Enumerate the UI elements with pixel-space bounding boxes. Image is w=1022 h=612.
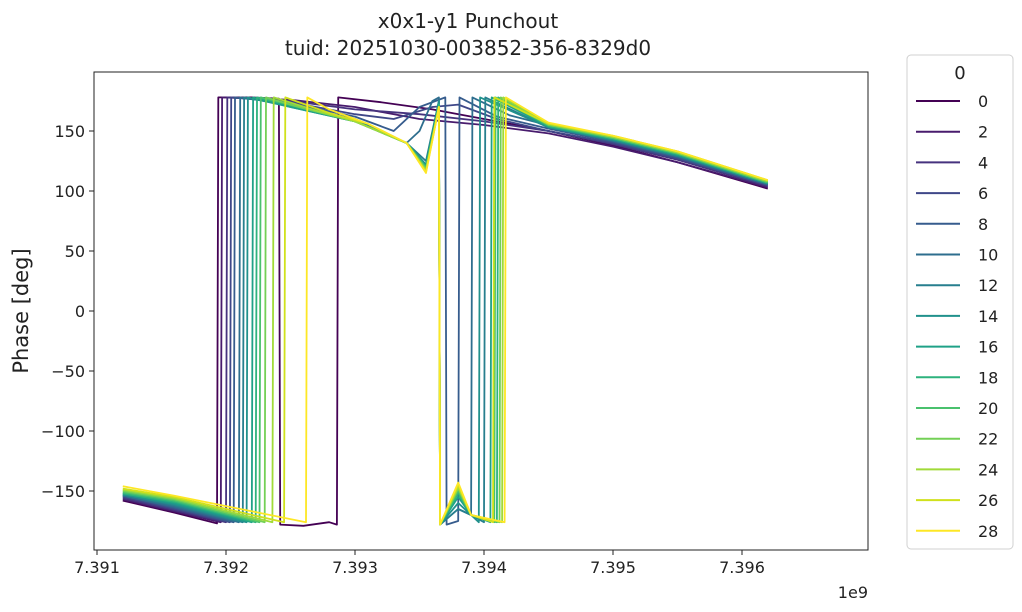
x-tick-label: 7.393 <box>332 558 378 577</box>
y-tick-label: 50 <box>65 242 85 261</box>
legend-entry-26: 26 <box>916 491 998 510</box>
series-line-8 <box>122 96 769 526</box>
legend-label: 6 <box>978 184 988 203</box>
y-tick-label: 0 <box>75 302 85 321</box>
x-tick-label: 7.392 <box>203 558 249 577</box>
legend-entry-24: 24 <box>916 460 998 479</box>
legend-entry-14: 14 <box>916 307 998 326</box>
legend-label: 12 <box>978 276 998 295</box>
y-tick-label: −50 <box>51 362 85 381</box>
x-tick-label: 7.396 <box>719 558 765 577</box>
legend-entry-6: 6 <box>916 184 988 203</box>
x-tick-label: 7.395 <box>590 558 636 577</box>
chart-title: x0x1-y1 Punchout <box>378 9 559 33</box>
legend-frame <box>906 54 1014 550</box>
series-line-4 <box>122 96 769 524</box>
x-tick-label: 7.391 <box>74 558 120 577</box>
legend-label: 4 <box>978 153 988 172</box>
chart-subtitle: tuid: 20251030-003852-356-8329d0 <box>285 36 651 60</box>
legend-label: 26 <box>978 491 998 510</box>
legend-label: 10 <box>978 246 998 265</box>
legend-label: 20 <box>978 399 998 418</box>
legend-entry-16: 16 <box>916 338 998 357</box>
y-tick-label: 100 <box>54 182 85 201</box>
legend-entry-22: 22 <box>916 430 998 449</box>
legend-entry-28: 28 <box>916 522 998 541</box>
x-offset-label: 1e9 <box>838 583 868 602</box>
x-tick-label: 7.394 <box>461 558 507 577</box>
legend-entry-2: 2 <box>916 123 988 142</box>
legend-label: 8 <box>978 215 988 234</box>
legend-label: 2 <box>978 123 988 142</box>
legend-label: 24 <box>978 460 998 479</box>
legend-entry-18: 18 <box>916 368 998 387</box>
y-axis-label: Phase [deg] <box>9 248 33 373</box>
legend-entry-10: 10 <box>916 246 998 265</box>
y-tick-label: −150 <box>41 482 85 501</box>
legend-entry-4: 4 <box>916 153 988 172</box>
legend-title: 0 <box>954 63 965 84</box>
legend-entry-12: 12 <box>916 276 998 295</box>
series-line-2 <box>122 96 769 524</box>
plot-area: 7.391 7.392 7.393 7.394 7.395 7.396 150 100 50 0 −… <box>41 71 869 577</box>
legend-entry-20: 20 <box>916 399 998 418</box>
legend-label: 22 <box>978 430 998 449</box>
legend-entry-8: 8 <box>916 215 988 234</box>
series-lines <box>122 96 769 527</box>
legend-label: 28 <box>978 522 998 541</box>
legend-label: 0 <box>978 92 988 111</box>
y-tick-label: 150 <box>54 122 85 141</box>
axes-frame <box>93 71 869 551</box>
legend-label: 16 <box>978 338 998 357</box>
y-tick-label: −100 <box>41 422 85 441</box>
legend-label: 14 <box>978 307 998 326</box>
series-line-28 <box>122 96 769 526</box>
legend-label: 18 <box>978 368 998 387</box>
legend-entry-0: 0 <box>916 92 988 111</box>
